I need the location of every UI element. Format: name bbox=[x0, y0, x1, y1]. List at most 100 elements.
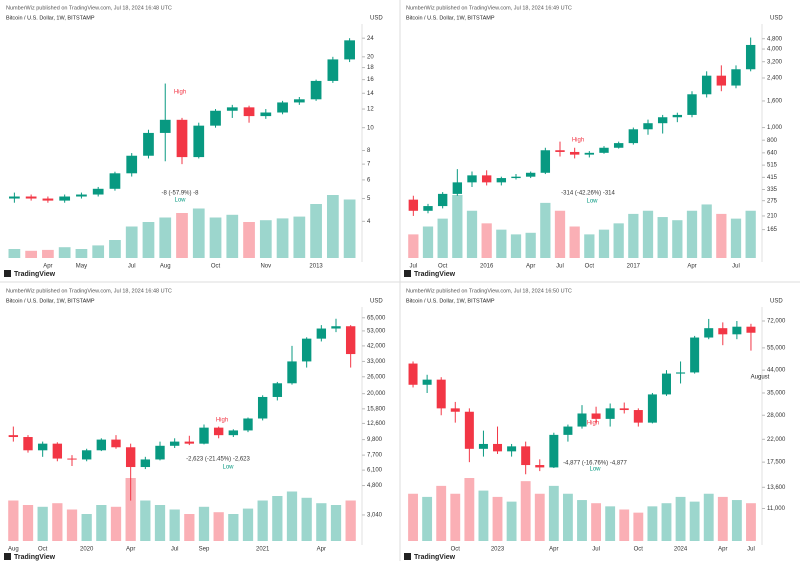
candle-body bbox=[143, 132, 154, 156]
candle-body bbox=[507, 446, 517, 452]
y-tick-label: 13,600 bbox=[767, 485, 786, 491]
candle-body bbox=[155, 445, 165, 460]
y-tick-label: 44,000 bbox=[767, 368, 786, 374]
candle-body bbox=[287, 361, 297, 384]
candle-body bbox=[745, 44, 756, 70]
chart-panel: NumberWiz published on TradingView.com, … bbox=[404, 288, 786, 561]
x-tick-label: Apr bbox=[718, 547, 727, 553]
volume-bar bbox=[689, 501, 700, 541]
candle-body bbox=[732, 326, 742, 335]
volume-bar bbox=[481, 223, 492, 258]
candle-body bbox=[260, 112, 272, 117]
volume-bar bbox=[452, 195, 463, 258]
candle-body bbox=[521, 446, 531, 466]
volume-bar bbox=[746, 503, 756, 541]
volume-bar bbox=[619, 509, 630, 541]
volume-bar bbox=[52, 503, 63, 541]
volume-bar bbox=[81, 514, 92, 541]
symbol: Bitcoin / U.S. Dollar, 1W, BITSTAMP bbox=[406, 298, 495, 304]
candle-body bbox=[67, 458, 77, 460]
volume-bar bbox=[701, 204, 712, 258]
candle-body bbox=[535, 465, 545, 468]
volume-bar bbox=[110, 506, 122, 541]
y-tick-label: 72,000 bbox=[767, 319, 786, 325]
y-tick-label: 210 bbox=[767, 214, 778, 220]
volume-bar bbox=[437, 218, 448, 258]
y-tick-label: 5 bbox=[367, 196, 371, 202]
candle-body bbox=[436, 379, 446, 409]
x-tick-label: Apr bbox=[43, 264, 52, 270]
y-tick-label: 28,000 bbox=[767, 413, 786, 419]
candle-body bbox=[467, 175, 477, 183]
candle-body bbox=[422, 379, 432, 385]
candle-body bbox=[316, 328, 327, 339]
volume-bar bbox=[92, 245, 105, 258]
candle-body bbox=[111, 439, 121, 448]
x-tick-label: 2017 bbox=[627, 264, 641, 270]
symbol: Bitcoin / U.S. Dollar, 1W, BITSTAMP bbox=[6, 298, 95, 304]
candle-body bbox=[577, 413, 587, 427]
x-tick-label: 2016 bbox=[480, 264, 494, 270]
x-tick-label: Oct bbox=[38, 547, 48, 553]
volume-bar bbox=[259, 220, 272, 258]
volume-bar bbox=[661, 503, 672, 541]
candle-body bbox=[23, 437, 33, 451]
volume-bar bbox=[176, 213, 188, 258]
candle-body bbox=[272, 383, 283, 397]
publisher: NumberWiz published on TradingView.com, … bbox=[406, 288, 572, 294]
candle-body bbox=[210, 110, 221, 126]
candle-body bbox=[226, 107, 238, 111]
candle-body bbox=[76, 194, 87, 197]
annotation: -8 (-57.9%) -8 bbox=[161, 191, 199, 197]
x-tick-label: Oct bbox=[451, 547, 461, 553]
logo bbox=[404, 553, 411, 560]
volume-bar bbox=[142, 222, 155, 258]
y-tick-label: 4,800 bbox=[767, 36, 783, 42]
volume-bar bbox=[25, 250, 38, 258]
candle-body bbox=[690, 337, 700, 373]
y-tick-label: 7 bbox=[367, 162, 371, 168]
annotation: -314 (-42.26%) -314 bbox=[561, 191, 615, 197]
x-tick-label: Oct bbox=[211, 264, 221, 270]
volume-bar bbox=[326, 195, 339, 258]
candle-body bbox=[511, 176, 521, 179]
candle-body bbox=[408, 199, 419, 211]
candle-body bbox=[647, 394, 657, 423]
volume-bar bbox=[450, 493, 461, 541]
candle-body bbox=[344, 40, 355, 60]
y-tick-label: 6 bbox=[367, 177, 371, 183]
volume-bar bbox=[422, 226, 434, 258]
volume-bar bbox=[628, 213, 639, 258]
candle-body bbox=[126, 155, 138, 174]
y-tick-label: 1,600 bbox=[767, 99, 783, 105]
annotation: Low bbox=[174, 198, 186, 204]
volume-bar bbox=[554, 210, 566, 258]
volume-bar bbox=[228, 514, 239, 541]
candle-body bbox=[345, 326, 356, 355]
y-tick-label: 8 bbox=[367, 148, 371, 154]
volume-bar bbox=[422, 496, 433, 541]
volume-bar bbox=[716, 213, 727, 258]
candle-body bbox=[643, 123, 653, 130]
x-tick-label: 2013 bbox=[309, 264, 323, 270]
volume-bar bbox=[192, 208, 205, 258]
candle-body bbox=[716, 75, 727, 86]
x-tick-label: Aug bbox=[8, 547, 19, 553]
candle-body bbox=[563, 426, 573, 435]
volume-bar bbox=[257, 500, 268, 541]
volume-bar bbox=[745, 210, 756, 258]
x-tick-label: Oct bbox=[634, 547, 644, 553]
candle-body bbox=[661, 373, 671, 395]
candle-body bbox=[42, 198, 54, 201]
y-tick-label: 55,000 bbox=[767, 345, 786, 351]
volume-bar bbox=[478, 490, 489, 541]
volume-bar bbox=[534, 493, 545, 541]
candle-body bbox=[243, 107, 255, 117]
candle-body bbox=[746, 326, 756, 333]
volume-bar bbox=[540, 202, 551, 258]
y-tick-label: 800 bbox=[767, 138, 778, 144]
volume-bar bbox=[633, 512, 644, 541]
x-tick-label: Jul bbox=[171, 547, 179, 553]
volume-bar bbox=[591, 503, 602, 541]
